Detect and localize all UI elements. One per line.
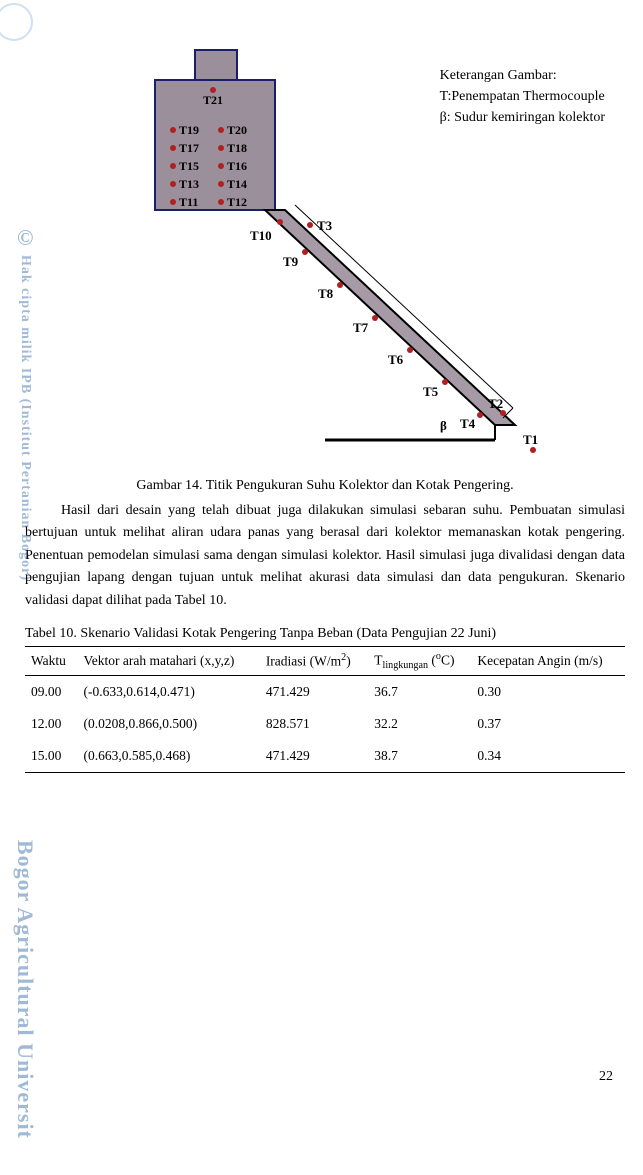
label-t8: T8: [318, 286, 334, 301]
cell-waktu: 09.00: [25, 676, 77, 709]
label-t20: T20: [227, 123, 247, 137]
label-t3: T3: [317, 218, 333, 233]
table-row: 09.00 (-0.633,0.614,0.471) 471.429 36.7 …: [25, 676, 625, 709]
label-t11: T11: [179, 195, 198, 209]
chimney: [195, 50, 237, 80]
figure-caption: Gambar 14. Titik Pengukuran Suhu Kolekto…: [25, 478, 625, 494]
cell-waktu: 15.00: [25, 740, 77, 773]
diagram-svg: T21 T19 T17 T15 T13 T11 T20 T18 T16 T14 …: [65, 30, 625, 470]
label-t14: T14: [227, 177, 247, 191]
col-tlingkungan: Tlingkungan (oC): [368, 646, 471, 675]
cell-iradiasi: 471.429: [260, 740, 368, 773]
label-t16: T16: [227, 159, 247, 173]
cell-t: 32.2: [368, 708, 471, 740]
label-t7: T7: [353, 320, 369, 335]
table-row: 12.00 (0.0208,0.866,0.500) 828.571 32.2 …: [25, 708, 625, 740]
label-t5: T5: [423, 384, 439, 399]
cell-t: 36.7: [368, 676, 471, 709]
label-t1: T1: [523, 432, 538, 447]
table-row: 15.00 (0.663,0.585,0.468) 471.429 38.7 0…: [25, 740, 625, 773]
label-t4: T4: [460, 416, 476, 431]
validation-table: Waktu Vektor arah matahari (x,y,z) Iradi…: [25, 646, 625, 773]
label-t15: T15: [179, 159, 199, 173]
cell-vektor: (-0.633,0.614,0.471): [77, 676, 259, 709]
label-t6: T6: [388, 352, 404, 367]
page-number: 22: [599, 1069, 613, 1085]
cell-t: 38.7: [368, 740, 471, 773]
label-t9: T9: [283, 254, 299, 269]
cell-iradiasi: 828.571: [260, 708, 368, 740]
table-caption: Tabel 10. Skenario Validasi Kotak Penger…: [25, 626, 625, 642]
label-t13: T13: [179, 177, 199, 191]
label-t2: T2: [488, 396, 503, 411]
col-waktu: Waktu: [25, 646, 77, 675]
body-paragraph: Hasil dari desain yang telah dibuat juga…: [25, 500, 625, 612]
label-t19: T19: [179, 123, 199, 137]
figure-diagram: Keterangan Gambar: T:Penempatan Thermoco…: [65, 30, 625, 470]
page-content: Keterangan Gambar: T:Penempatan Thermoco…: [25, 30, 625, 773]
cell-vektor: (0.0208,0.866,0.500): [77, 708, 259, 740]
cell-angin: 0.37: [471, 708, 625, 740]
col-angin: Kecepatan Angin (m/s): [471, 646, 625, 675]
watermark-text-2: Bogor Agricultural Universit: [12, 840, 38, 1139]
col-iradiasi: Iradiasi (W/m2): [260, 646, 368, 675]
label-t21: T21: [203, 93, 223, 107]
cell-waktu: 12.00: [25, 708, 77, 740]
label-beta: β: [440, 418, 447, 433]
glass-top: [295, 205, 513, 408]
collector-plate: [265, 210, 515, 425]
table-header-row: Waktu Vektor arah matahari (x,y,z) Iradi…: [25, 646, 625, 675]
label-t10: T10: [250, 228, 272, 243]
label-t18: T18: [227, 141, 247, 155]
cell-angin: 0.30: [471, 676, 625, 709]
label-t17: T17: [179, 141, 199, 155]
col-vektor: Vektor arah matahari (x,y,z): [77, 646, 259, 675]
cell-angin: 0.34: [471, 740, 625, 773]
cell-iradiasi: 471.429: [260, 676, 368, 709]
cell-vektor: (0.663,0.585,0.468): [77, 740, 259, 773]
label-t12: T12: [227, 195, 247, 209]
